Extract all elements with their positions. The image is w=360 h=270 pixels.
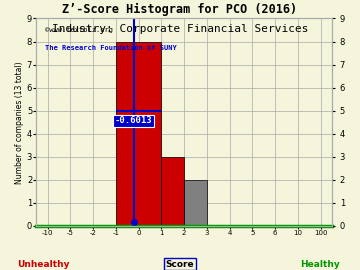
Text: Score: Score <box>166 260 194 269</box>
Y-axis label: Number of companies (13 total): Number of companies (13 total) <box>15 61 24 184</box>
Text: Industry: Corporate Financial Services: Industry: Corporate Financial Services <box>52 24 308 34</box>
Text: The Research Foundation of SUNY: The Research Foundation of SUNY <box>45 45 177 52</box>
Bar <box>184 180 207 226</box>
Bar <box>116 42 161 226</box>
Text: Healthy: Healthy <box>301 260 340 269</box>
Text: -0.6013: -0.6013 <box>115 116 152 125</box>
Text: Z’-Score Histogram for PCO (2016): Z’-Score Histogram for PCO (2016) <box>62 3 298 16</box>
Text: ©www.textbiz.org: ©www.textbiz.org <box>45 27 113 33</box>
Text: Unhealthy: Unhealthy <box>17 260 69 269</box>
Bar <box>161 157 184 226</box>
